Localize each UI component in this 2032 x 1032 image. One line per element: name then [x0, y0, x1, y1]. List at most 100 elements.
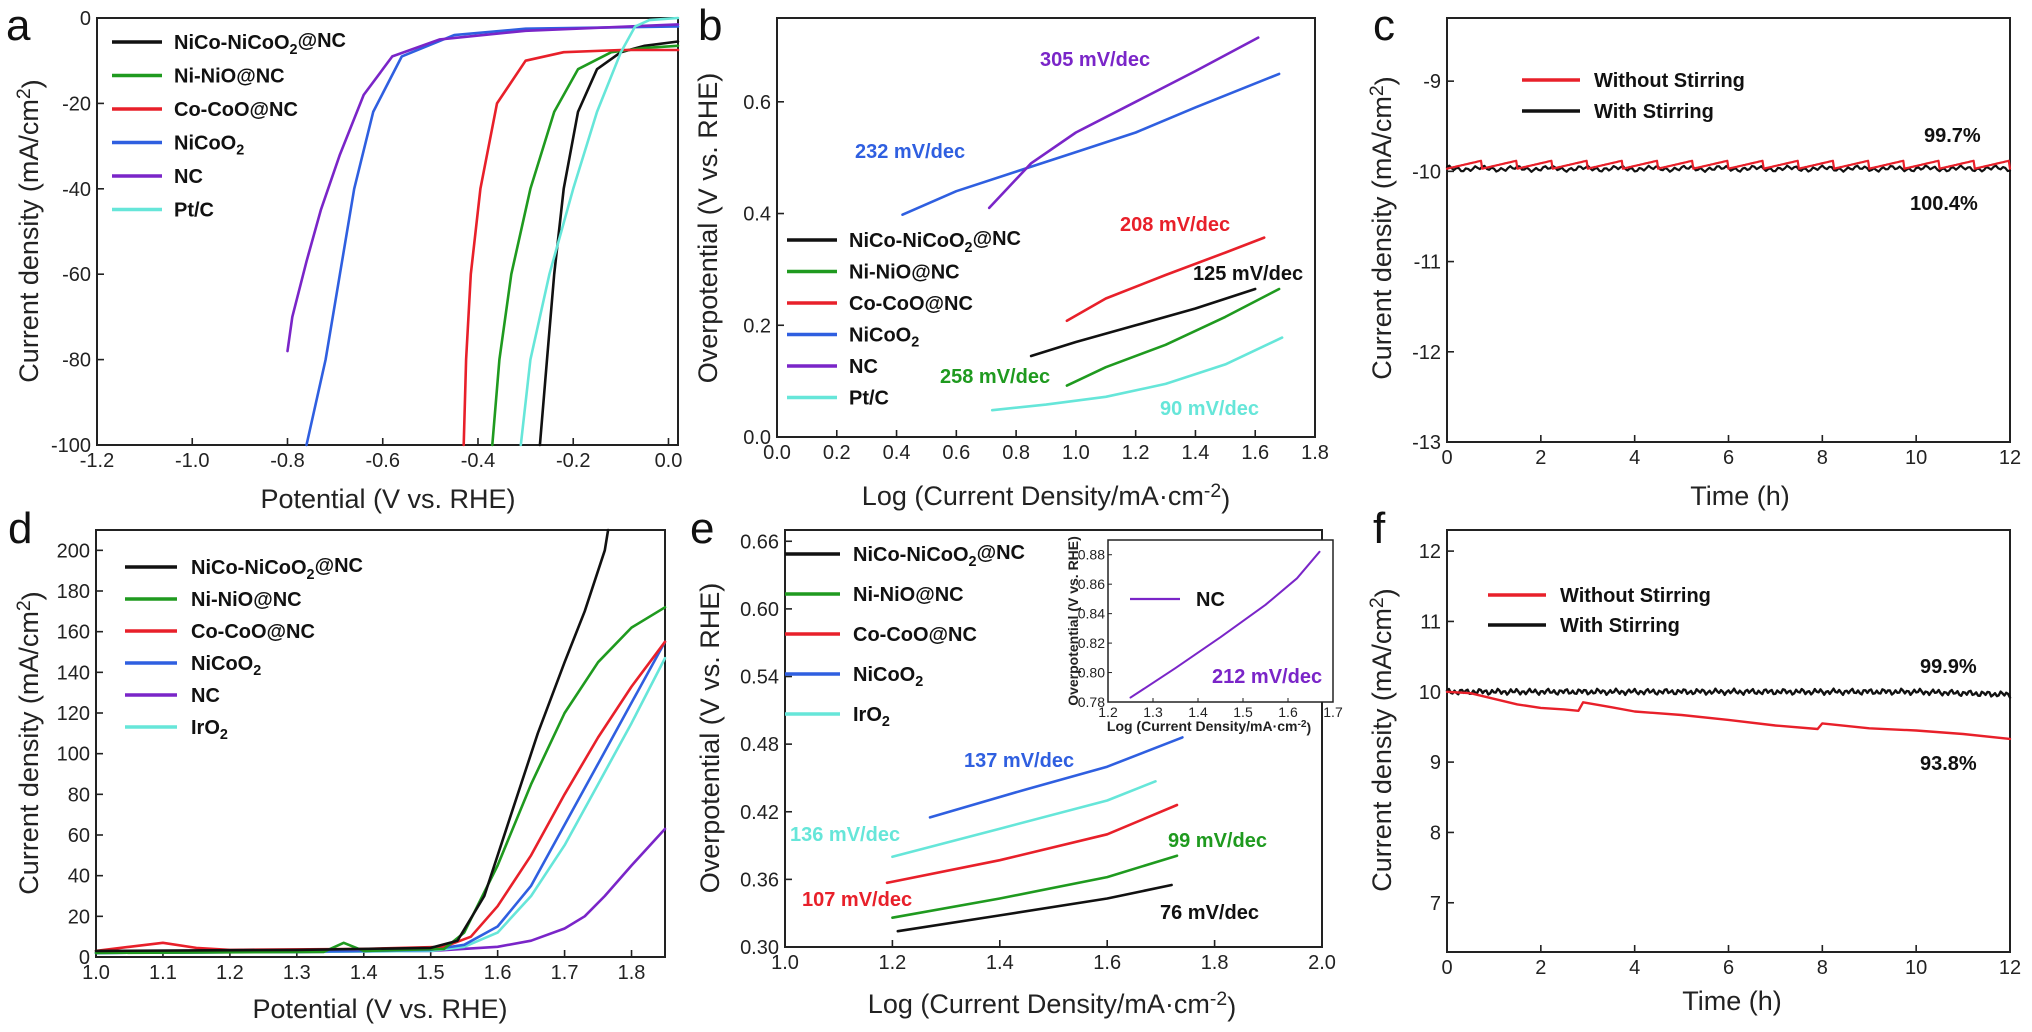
text-part: 2 — [911, 335, 919, 351]
x-tick-label: 10 — [1905, 957, 1927, 979]
y-tick-label: 40 — [68, 866, 90, 888]
text-part: Co-CoO@NC — [853, 624, 977, 646]
text-part: IrO — [191, 717, 220, 739]
x-tick-label: 12 — [1999, 447, 2021, 469]
series-line — [1065, 236, 1266, 323]
legend-label: NiCo-NiCoO2@NC — [191, 555, 363, 583]
x-axis-label: Log (Current Density/mA·cm-2) — [862, 480, 1230, 514]
panel-label-e: e — [690, 504, 714, 553]
legend-label: IrO2 — [853, 704, 890, 730]
text-part: NiCoO — [849, 325, 911, 347]
panel-label-d: d — [8, 504, 32, 553]
series-line — [1029, 287, 1257, 358]
x-axis-label: Potential (V vs. RHE) — [260, 484, 515, 514]
legend-label: NC — [174, 166, 203, 188]
y-tick-label: 20 — [68, 906, 90, 928]
legend-label: NiCoO2 — [853, 664, 923, 690]
series-line — [1445, 690, 2012, 741]
y-tick-label: 11 — [1420, 611, 1441, 633]
legend-label: Ni-NiO@NC — [849, 262, 960, 284]
y-tick-label: 160 — [57, 622, 90, 644]
series-line — [896, 883, 1173, 933]
text-part: Ni-NiO@NC — [853, 584, 964, 606]
y-axis-label: Current density (mA/cm2) — [13, 79, 47, 382]
x-tick-label: 1.3 — [283, 962, 311, 984]
inset-y-tick-label: 0.88 — [1078, 547, 1105, 563]
slope-annotation: 137 mV/dec — [964, 750, 1074, 772]
text-part: Current density (mA/cm — [14, 99, 44, 383]
legend-label: Co-CoO@NC — [849, 293, 973, 315]
x-tick-label: 1.5 — [417, 962, 445, 984]
y-tick-label: 0.4 — [743, 204, 771, 226]
plot-frame — [784, 529, 1323, 948]
text-part: Log (Current Density/mA·cm — [868, 989, 1210, 1019]
x-tick-label: 1.4 — [1182, 442, 1210, 464]
text-part: 2 — [882, 714, 890, 730]
text-part: Ni-NiO@NC — [849, 262, 960, 284]
x-tick-label: 0.8 — [1002, 442, 1030, 464]
inset-x-tick-label: 1.2 — [1098, 704, 1118, 720]
legend-label: NiCo-NiCoO2@NC — [849, 228, 1021, 256]
y-tick-label: 0.60 — [740, 599, 779, 621]
text-part: With Stirring — [1594, 101, 1714, 123]
legend-label: NiCoO2 — [174, 133, 244, 159]
series-line — [901, 72, 1281, 216]
panel-label-f: f — [1373, 504, 1386, 553]
text-part: @NC — [973, 228, 1021, 250]
text-part: NiCo-NiCoO — [174, 32, 290, 54]
text-part: NiCo-NiCoO — [849, 230, 965, 252]
x-tick-label: 1.8 — [1201, 952, 1229, 974]
x-tick-label: 1.0 — [82, 962, 110, 984]
series-line — [94, 605, 667, 955]
panel-e: 1.0 1.2 1.4 1.6 1.8 2.0 0.30 0.36 0.42 0.48 0.54 0.… — [695, 529, 1343, 1022]
y-tick-label: 12 — [1419, 541, 1441, 563]
y-tick-label: 0.36 — [740, 869, 779, 891]
text-part: ) — [1306, 720, 1311, 736]
y-axis-label: Current density (mA/cm2) — [1366, 76, 1400, 379]
x-tick-label: 0.2 — [823, 442, 851, 464]
text-part: NC — [849, 356, 878, 378]
legend-label: Ni-NiO@NC — [191, 589, 302, 611]
slope-annotation: 90 mV/dec — [1160, 398, 1259, 420]
text-part: 2 — [290, 42, 298, 58]
x-tick-label: 1.4 — [350, 962, 378, 984]
text-part: ) — [1227, 992, 1236, 1022]
panel-label-c: c — [1373, 1, 1395, 50]
legend-label: Ni-NiO@NC — [853, 584, 964, 606]
x-tick-label: 0.0 — [655, 450, 683, 472]
text-part: Pt/C — [849, 388, 889, 410]
y-tick-label: -9 — [1423, 71, 1441, 93]
x-tick-label: -0.2 — [556, 450, 590, 472]
text-part: 2 — [236, 143, 244, 159]
x-tick-label: 6 — [1723, 447, 1734, 469]
x-tick-label: 1.8 — [1301, 442, 1329, 464]
retention-annotation: 93.8% — [1920, 753, 1977, 775]
x-tick-label: 1.2 — [216, 962, 244, 984]
legend-label: With Stirring — [1594, 101, 1714, 123]
text-part: NiCo-NiCoO — [853, 544, 969, 566]
x-tick-label: 1.8 — [618, 962, 646, 984]
text-part: -2 — [1297, 719, 1306, 730]
y-tick-label: -13 — [1412, 432, 1441, 454]
x-tick-label: -1.2 — [80, 450, 114, 472]
y-tick-label: 9 — [1430, 752, 1441, 774]
inset-x-tick-label: 1.4 — [1188, 704, 1208, 720]
y-tick-label: 0.42 — [740, 802, 779, 824]
legend-label: Co-CoO@NC — [853, 624, 977, 646]
x-tick-label: -0.6 — [366, 450, 400, 472]
text-part: -2 — [1210, 988, 1227, 1010]
text-part: 2 — [307, 567, 315, 583]
inset-nc: 1.2 1.3 1.4 1.5 1.6 1.7 0.78 0.80 0.82 0.84 0.86 0.… — [1065, 536, 1343, 735]
legend-label: Co-CoO@NC — [174, 99, 298, 121]
y-tick-label: -100 — [51, 435, 91, 457]
inset-y-tick-label: 0.80 — [1078, 665, 1105, 681]
legend-label: Co-CoO@NC — [191, 621, 315, 643]
y-tick-label: 100 — [57, 744, 90, 766]
text-part: NiCoO — [174, 133, 236, 155]
panel-label-b: b — [698, 1, 722, 50]
panel-a: -1.2 -1.0 -0.8 -0.6 -0.4 -0.2 0.0 -100 -80 -60 -40… — [13, 8, 682, 514]
legend-label: NiCoO2 — [191, 653, 261, 679]
x-tick-label: 1.4 — [986, 952, 1014, 974]
text-part: 2 — [1366, 597, 1388, 608]
inset-x-tick-label: 1.5 — [1233, 704, 1253, 720]
